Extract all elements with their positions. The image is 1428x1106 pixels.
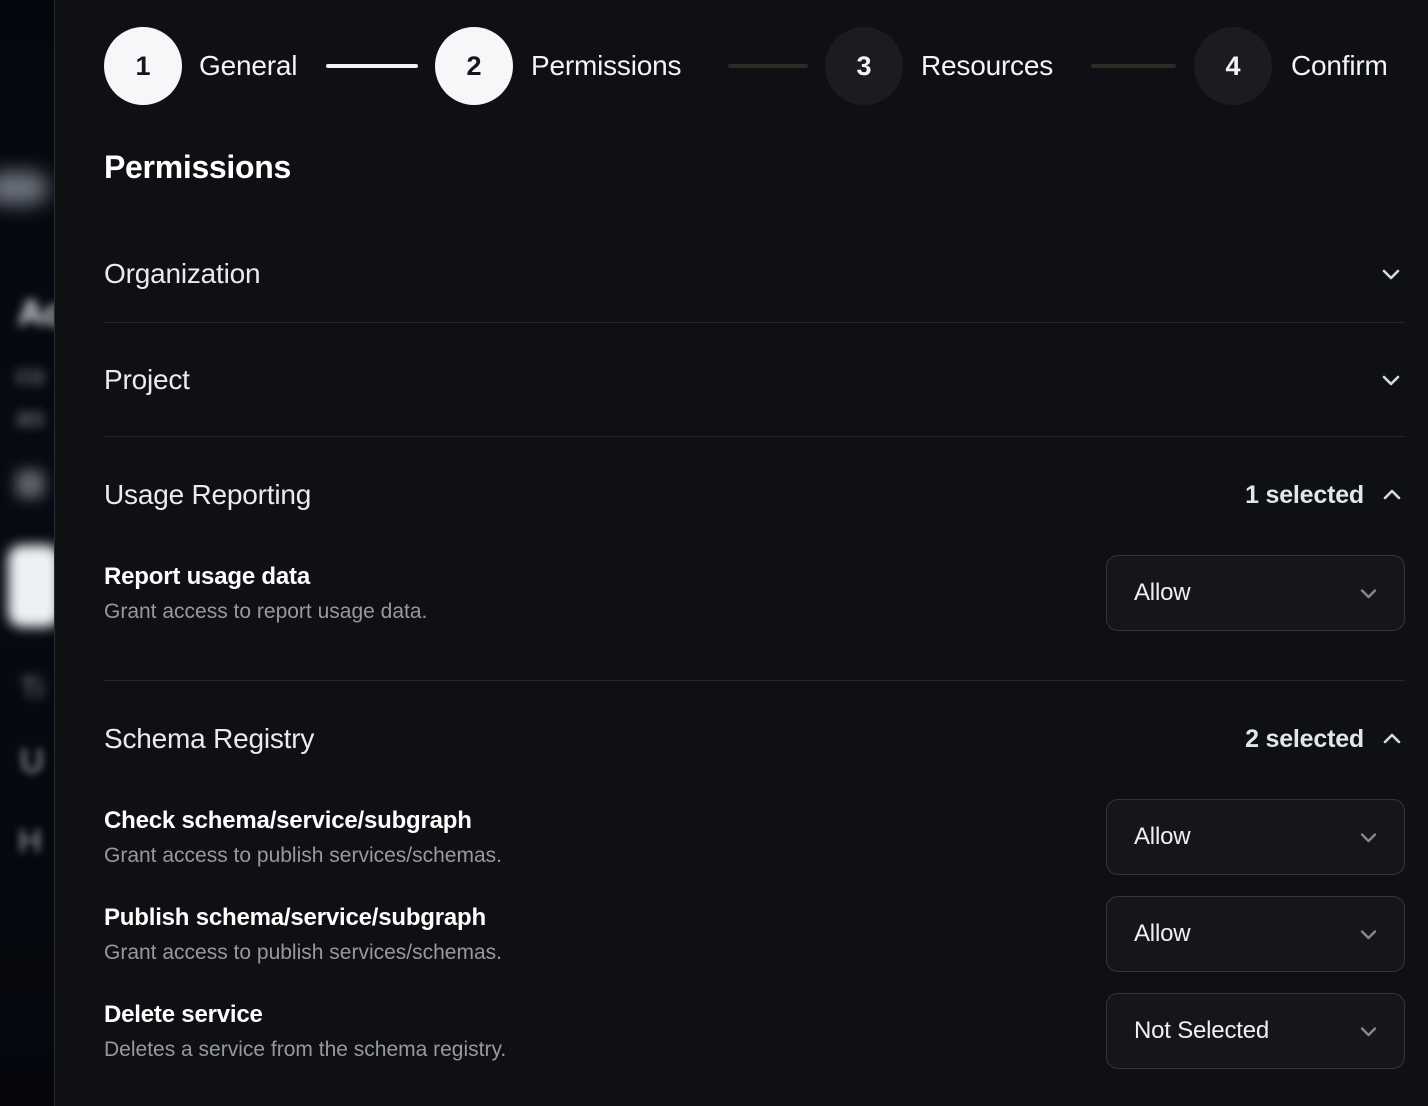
app-sidebar-blurred: Ac co as Ti U H (0, 0, 54, 1106)
selected-count-badge: 2 selected (1245, 724, 1364, 753)
step-number: 3 (856, 50, 872, 81)
dropdown-selected-value: Not Selected (1134, 1017, 1270, 1044)
chevron-down-icon (1360, 832, 1377, 842)
permission-select-publish-schema[interactable]: Allow (1106, 896, 1405, 972)
permission-title: Delete service (104, 1000, 263, 1028)
permission-description: Grant access to publish services/schemas… (104, 940, 502, 964)
section-schema-registry: Schema Registry 2 selected Check schema/… (104, 681, 1405, 1095)
section-title: Schema Registry (104, 723, 315, 754)
permission-title: Check schema/service/subgraph (104, 806, 472, 834)
permission-select-check-schema[interactable]: Allow (1106, 799, 1405, 875)
step-label-general: General (199, 50, 298, 81)
sidebar-blurred-heading: Ac (18, 292, 54, 333)
section-title: Usage Reporting (104, 479, 312, 510)
step-circle-general[interactable]: 1 (104, 27, 182, 105)
sidebar-blurred-pill (0, 172, 48, 204)
chevron-down-icon (1382, 269, 1400, 280)
step-number: 1 (135, 50, 151, 81)
permission-description: Deletes a service from the schema regist… (104, 1037, 507, 1061)
step-label-resources: Resources (921, 50, 1054, 81)
permission-row: Check schema/service/subgraph Grant acce… (104, 799, 1405, 875)
permission-description: Grant access to publish services/schemas… (104, 843, 502, 867)
chevron-down-icon (1382, 375, 1400, 385)
permission-row: Delete service Deletes a service from th… (104, 993, 1405, 1069)
step-number: 4 (1225, 50, 1241, 81)
step-label-confirm: Confirm (1291, 50, 1388, 81)
sidebar-blurred-item: H (18, 822, 42, 859)
permission-title: Report usage data (104, 562, 310, 590)
chevron-down-icon (1360, 929, 1377, 939)
permission-title: Publish schema/service/subgraph (104, 903, 486, 931)
selected-count-badge: 1 selected (1245, 480, 1364, 509)
permission-select-report-usage-data[interactable]: Allow (1106, 555, 1405, 631)
section-usage-reporting: Usage Reporting 1 selected Report usage … (104, 437, 1405, 681)
step-number: 2 (466, 50, 482, 81)
step-label-permissions: Permissions (531, 50, 682, 81)
chevron-up-icon (1383, 489, 1401, 500)
section-title: Organization (104, 258, 261, 289)
page-title: Permissions (104, 149, 292, 185)
step-connector-todo (1091, 64, 1176, 68)
section-header-organization[interactable]: Organization (104, 226, 1405, 323)
section-title: Project (104, 363, 190, 395)
dropdown-selected-value: Allow (1134, 579, 1191, 606)
step-circle-permissions[interactable]: 2 (435, 27, 513, 105)
sidebar-blurred-item: U (20, 742, 44, 779)
step-circle-confirm[interactable]: 4 (1194, 27, 1272, 105)
step-connector-done (326, 64, 418, 68)
dropdown-selected-value: Allow (1134, 823, 1191, 850)
dropdown-selected-value: Allow (1134, 920, 1191, 947)
section-header-usage-reporting[interactable]: Usage Reporting 1 selected (104, 437, 1405, 555)
sidebar-blurred-icon (16, 470, 44, 498)
step-circle-resources[interactable]: 3 (825, 27, 903, 105)
sidebar-blurred-item: Ti (20, 672, 44, 705)
permission-select-delete-service[interactable]: Not Selected (1106, 993, 1405, 1069)
wizard-panel: 1 General 2 Permissions 3 Resources 4 Co… (54, 0, 1428, 1106)
permission-description: Grant access to report usage data. (104, 599, 428, 623)
chevron-up-icon (1383, 733, 1401, 744)
section-header-schema-registry[interactable]: Schema Registry 2 selected (104, 681, 1405, 799)
sidebar-blurred-line: as (16, 402, 45, 432)
sidebar-blurred-logo (8, 545, 54, 627)
wizard-stepper: 1 General 2 Permissions 3 Resources 4 Co… (104, 0, 1405, 106)
permission-row: Report usage data Grant access to report… (104, 555, 1405, 631)
chevron-down-icon (1360, 1026, 1377, 1036)
chevron-down-icon (1360, 588, 1377, 598)
permission-row: Publish schema/service/subgraph Grant ac… (104, 896, 1405, 972)
section-header-project[interactable]: Project (104, 323, 1405, 437)
step-connector-todo (728, 64, 808, 68)
sidebar-blurred-line: co (16, 360, 45, 390)
